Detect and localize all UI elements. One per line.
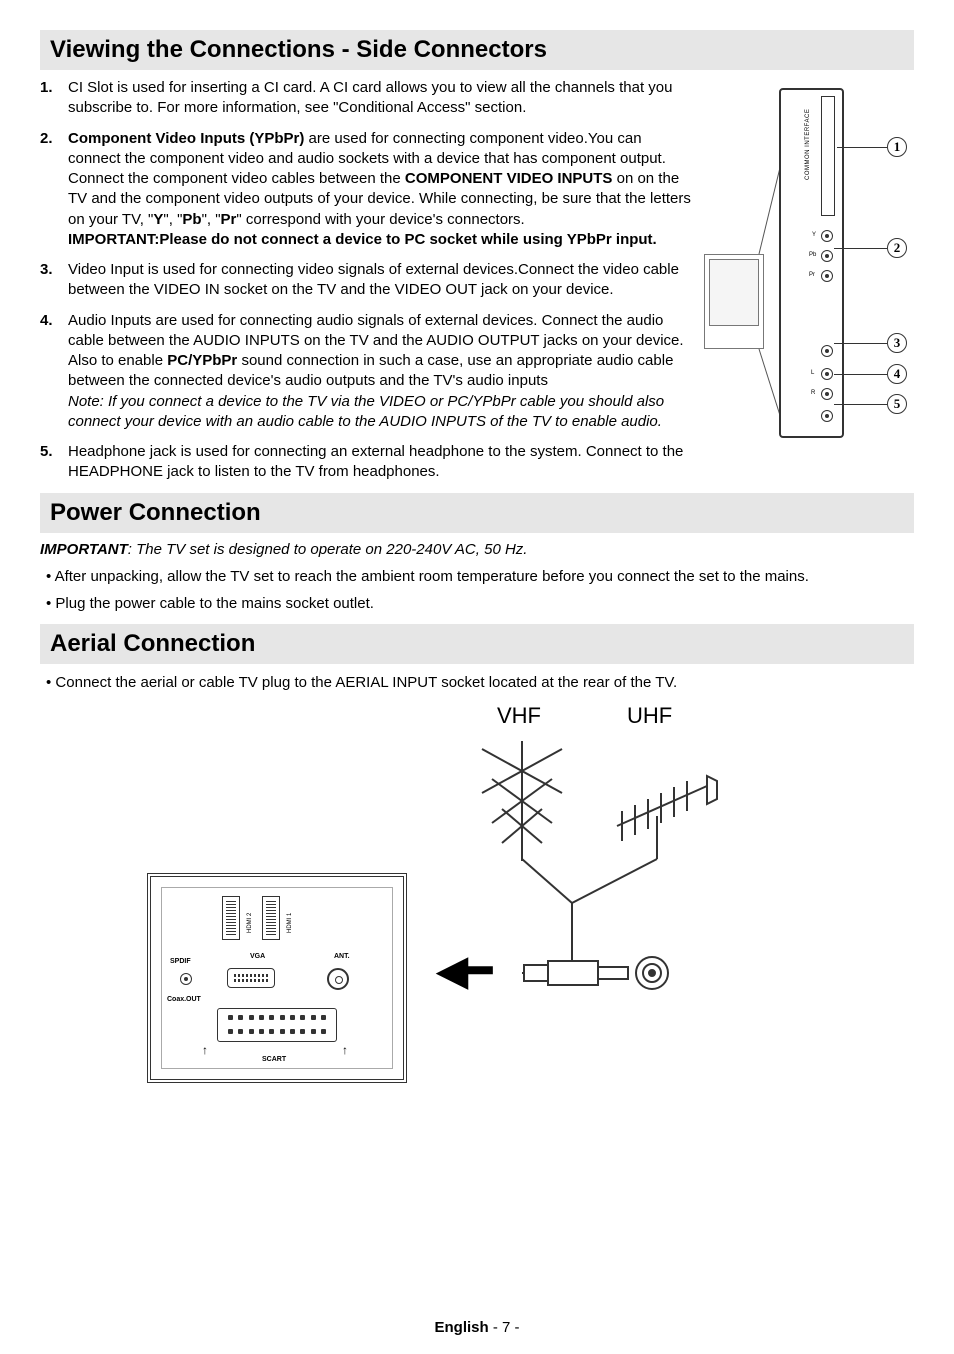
power-important: IMPORTANT: The TV set is designed to ope… bbox=[40, 541, 914, 558]
lead-3 bbox=[834, 343, 887, 344]
hdmi2-label: HDMI 2 bbox=[247, 912, 253, 932]
jack-pb bbox=[821, 250, 833, 262]
lead-4 bbox=[834, 374, 887, 375]
item-body: Headphone jack is used for connecting an… bbox=[68, 442, 694, 483]
list-item-1: 1. CI Slot is used for inserting a CI ca… bbox=[40, 78, 694, 119]
lead-1 bbox=[837, 147, 887, 148]
footer-lang: English bbox=[434, 1319, 488, 1336]
item-num: 2. bbox=[40, 129, 68, 251]
side-connectors-text: 1. CI Slot is used for inserting a CI ca… bbox=[40, 78, 694, 493]
pcypbpr-label: PC/YPbPr bbox=[167, 352, 237, 369]
y-label: Y bbox=[153, 211, 163, 228]
jack-pb-lbl: Pb bbox=[809, 252, 816, 258]
jack-pr bbox=[821, 270, 833, 282]
hdmi1-port bbox=[262, 896, 280, 940]
side-connectors-row: 1. CI Slot is used for inserting a CI ca… bbox=[40, 78, 914, 493]
jack-headphone bbox=[821, 410, 833, 422]
coax-plug-icon bbox=[522, 953, 682, 993]
jack-pr-lbl: Pr bbox=[809, 272, 815, 278]
imp-text: : The TV set is designed to operate on 2… bbox=[128, 541, 528, 558]
coax-label: Coax.OUT bbox=[167, 996, 201, 1003]
list-item-3: 3. Video Input is used for connecting vi… bbox=[40, 260, 694, 301]
list-item-4: 4. Audio Inputs are used for connecting … bbox=[40, 311, 694, 433]
list-item-2: 2. Component Video Inputs (YPbPr) are us… bbox=[40, 129, 694, 251]
t: Also to enable bbox=[68, 352, 167, 369]
vga-port bbox=[227, 968, 275, 988]
pb-label: Pb bbox=[182, 211, 201, 228]
heading-power: Power Connection bbox=[40, 493, 914, 533]
callout-1: 1 bbox=[887, 137, 907, 157]
spdif-label: SPDIF bbox=[170, 958, 191, 965]
important-ypbpr: IMPORTANT:Please do not connect a device… bbox=[68, 231, 657, 248]
power-b2: Plug the power cable to the mains socket… bbox=[40, 593, 914, 614]
aerial-b1: Connect the aerial or cable TV plug to t… bbox=[40, 672, 914, 693]
arrow-scart-l: ↑ bbox=[202, 1043, 208, 1057]
power-bullets: After unpacking, allow the TV set to rea… bbox=[40, 566, 914, 614]
footer-page: - 7 - bbox=[489, 1319, 520, 1336]
jack-r-lbl: R bbox=[811, 390, 815, 396]
list-item-5: 5. Headphone jack is used for connecting… bbox=[40, 442, 694, 483]
side-diagram-col: COMMON INTERFACE Y Pb Pr L R bbox=[704, 78, 914, 493]
item-body: Video Input is used for connecting video… bbox=[68, 260, 694, 301]
jack-video bbox=[821, 345, 833, 357]
callout-4: 4 bbox=[887, 364, 907, 384]
item-body: CI Slot is used for inserting a CI card.… bbox=[68, 78, 694, 119]
callout-3: 3 bbox=[887, 333, 907, 353]
spdif-port bbox=[180, 973, 192, 985]
item-num: 1. bbox=[40, 78, 68, 119]
aerial-bullets: Connect the aerial or cable TV plug to t… bbox=[40, 672, 914, 693]
ci-label: COMMON INTERFACE bbox=[805, 109, 811, 180]
pr-label: Pr bbox=[221, 211, 237, 228]
callout-5: 5 bbox=[887, 394, 907, 414]
big-arrow-icon: ◀━ bbox=[437, 948, 492, 994]
scart-label: SCART bbox=[262, 1056, 286, 1063]
lead-5 bbox=[834, 404, 887, 405]
uhf-label: UHF bbox=[627, 703, 672, 729]
vhf-antenna-icon bbox=[467, 731, 577, 871]
comp-video-inputs: COMPONENT VIDEO INPUTS bbox=[405, 170, 613, 187]
item-num: 5. bbox=[40, 442, 68, 483]
uhf-antenna-icon bbox=[607, 731, 727, 861]
vhf-label: VHF bbox=[497, 703, 541, 729]
ci-slot bbox=[821, 96, 835, 216]
side-panel-diagram: COMMON INTERFACE Y Pb Pr L R bbox=[704, 78, 914, 458]
item-num: 3. bbox=[40, 260, 68, 301]
hdmi1-label: HDMI 1 bbox=[287, 912, 293, 932]
lead-2 bbox=[834, 248, 887, 249]
heading-aerial: Aerial Connection bbox=[40, 624, 914, 664]
page-footer: English - 7 - bbox=[0, 1319, 954, 1336]
jack-y-lbl: Y bbox=[812, 232, 816, 238]
item-body: Audio Inputs are used for connecting aud… bbox=[68, 311, 694, 433]
t: ", " bbox=[163, 211, 182, 228]
rear-panel: HDMI 2 HDMI 1 SPDIF VGA ANT. Coax.OUT ↑ … bbox=[147, 873, 407, 1083]
t: ", " bbox=[202, 211, 221, 228]
scart-port bbox=[217, 1008, 337, 1042]
ant-port bbox=[327, 968, 349, 990]
ant-label: ANT. bbox=[334, 953, 350, 960]
jack-y bbox=[821, 230, 833, 242]
jack-audio-l bbox=[821, 368, 833, 380]
t: Audio Inputs are used for connecting aud… bbox=[68, 312, 684, 349]
hdmi2-port bbox=[222, 896, 240, 940]
vga-label: VGA bbox=[250, 953, 265, 960]
callout-2: 2 bbox=[887, 238, 907, 258]
jack-l-lbl: L bbox=[811, 370, 814, 376]
heading-side-connectors: Viewing the Connections - Side Connector… bbox=[40, 30, 914, 70]
imp-lead: IMPORTANT bbox=[40, 541, 128, 558]
power-b1: After unpacking, allow the TV set to rea… bbox=[40, 566, 914, 587]
item-body: Component Video Inputs (YPbPr) are used … bbox=[68, 129, 694, 251]
arrow-scart-r: ↑ bbox=[342, 1043, 348, 1057]
jack-audio-r bbox=[821, 388, 833, 400]
rear-panel-inner: HDMI 2 HDMI 1 SPDIF VGA ANT. Coax.OUT ↑ … bbox=[161, 887, 393, 1069]
ypbpr-lead: Component Video Inputs (YPbPr) bbox=[68, 130, 304, 147]
side-connectors-list: 1. CI Slot is used for inserting a CI ca… bbox=[40, 78, 694, 483]
note-audio: Note: If you connect a device to the TV … bbox=[68, 393, 664, 430]
side-panel: COMMON INTERFACE Y Pb Pr L R bbox=[779, 88, 844, 438]
item-num: 4. bbox=[40, 311, 68, 433]
t: " correspond with your device's connecto… bbox=[236, 211, 524, 228]
aerial-diagram: VHF UHF bbox=[127, 703, 827, 1123]
